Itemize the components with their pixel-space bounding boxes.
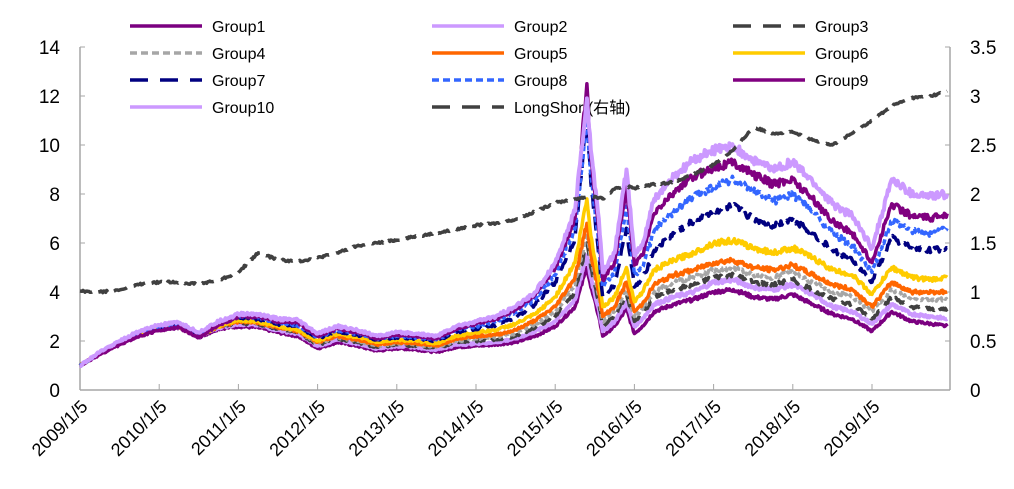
y-left-tick-label: 8 [49,185,60,206]
legend-label: Group4 [212,46,265,63]
legend-item: Group7 [130,73,265,90]
legend-item: Group6 [733,46,868,63]
x-tick-label: 2019/1/5 [820,396,884,460]
y-right-tick-label: 2.5 [970,136,996,157]
y-left-tick-label: 2 [49,332,60,353]
y-right-tick-label: 1 [970,283,981,304]
legend-item: Group3 [733,19,868,36]
legend-label: Group3 [815,19,868,36]
legend-label: Group1 [212,19,265,36]
legend-label: Group7 [212,73,265,90]
legend-label: Group9 [815,73,868,90]
y-right-tick-label: 3 [970,87,981,108]
series-line-group4 [78,231,949,367]
series-line-longshort [79,89,949,295]
legend-label: Group10 [212,100,274,117]
axes: 0 2 4 6 8 10 12 14 0 0.5 1 1.5 2 2.5 3 3.5 2009/1/5 2010/… [28,38,997,460]
legend-item: Group2 [432,19,567,36]
legend-label: Group2 [514,19,567,36]
y-left-tick-label: 4 [49,283,60,304]
x-tick-label: 2009/1/5 [28,396,92,460]
y-right-tick-label: 0 [970,381,981,402]
x-tick-label: 2013/1/5 [345,396,409,460]
x-tick-label: 2010/1/5 [107,396,171,460]
legend-label: Group5 [514,46,567,63]
y-left-tick-label: 6 [49,234,60,255]
legend-item: Group10 [130,100,274,117]
series-group [78,82,950,368]
y-left-tick-label: 0 [49,381,60,402]
x-tick-label: 2017/1/5 [661,396,725,460]
y-left-tick-label: 12 [39,87,60,108]
legend-label: Group8 [514,73,567,90]
legend-item: LongShort(右轴) [432,99,631,117]
legend-item: Group4 [130,46,265,63]
series-line-group10 [79,96,950,368]
y-left-tick-label: 14 [39,38,61,59]
x-tick-label: 2014/1/5 [424,396,488,460]
y-right-tick-label: 1.5 [970,234,996,255]
legend-item: Group5 [432,46,567,63]
y-right-tick-label: 3.5 [970,38,996,59]
legend-item: Group1 [130,19,265,36]
x-tick-label: 2011/1/5 [187,396,250,459]
legend-item: Group9 [733,73,868,90]
x-tick-label: 2015/1/5 [503,396,567,460]
y-left-tick-label: 10 [39,136,60,157]
legend-label: Group6 [815,46,868,63]
series-line-group1 [79,265,949,368]
y-right-tick-label: 0.5 [970,332,996,353]
series-line-group6 [79,197,949,368]
legend-item: Group8 [432,73,567,90]
x-tick-label: 2012/1/5 [265,396,329,460]
y-right-tick-label: 2 [970,185,981,206]
x-tick-label: 2018/1/5 [741,396,805,460]
legend: Group1 Group2 Group3 Group4 Group5 Group6 Grou… [130,19,868,117]
legend-label: LongShort(右轴) [514,99,631,117]
x-tick-label: 2016/1/5 [582,396,646,460]
